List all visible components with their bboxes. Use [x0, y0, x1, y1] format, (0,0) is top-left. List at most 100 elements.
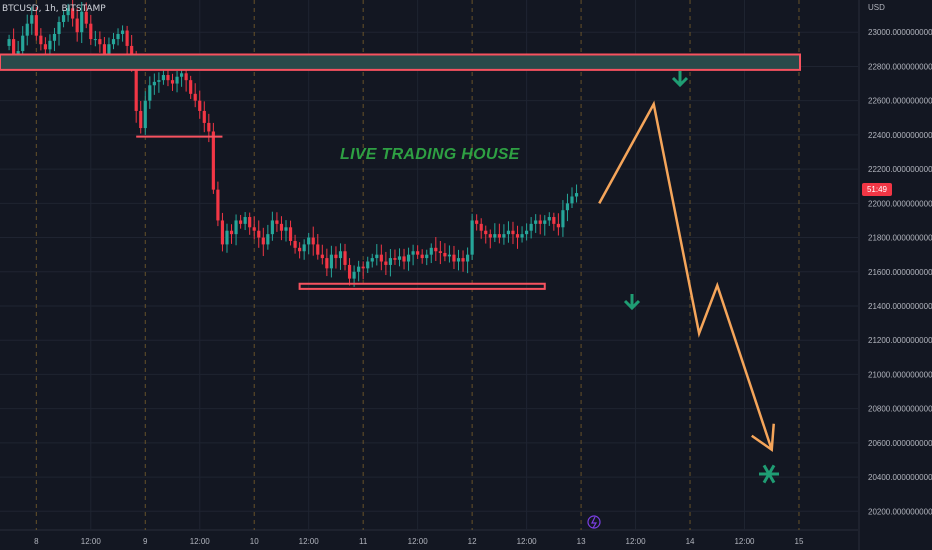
candle-body	[43, 44, 47, 50]
candle-body	[166, 75, 170, 81]
candle-body	[484, 230, 488, 235]
x-tick-label[interactable]: 12:00	[626, 537, 647, 546]
x-tick-label[interactable]: 12:00	[190, 537, 211, 546]
candle-body	[225, 230, 229, 245]
candle-body	[7, 39, 11, 46]
candle-body	[429, 247, 433, 255]
candle-body	[561, 210, 565, 228]
candle-body	[493, 234, 497, 238]
asterisk-stroke	[762, 464, 776, 484]
x-tick-label[interactable]: 12:00	[299, 537, 320, 546]
candle-body	[520, 234, 524, 238]
x-tick-label[interactable]: 8	[34, 537, 39, 546]
candle-body	[84, 11, 88, 24]
candle-body	[57, 21, 61, 34]
candle-body	[388, 258, 393, 265]
candle-body	[416, 251, 420, 255]
candle-body	[465, 254, 470, 262]
lightning-icon[interactable]	[587, 515, 601, 529]
x-axis-ticks[interactable]: 8 12:00 9 12:00 10 12:00 11 12:00 12 12:00 13 12:00…	[34, 537, 804, 546]
candle-body	[302, 244, 306, 252]
x-tick-label[interactable]: 12:00	[81, 537, 102, 546]
candle-body	[116, 33, 120, 40]
x-tick-label[interactable]: 12:00	[734, 537, 755, 546]
x-tick-label[interactable]: 11	[359, 537, 368, 546]
x-tick-label[interactable]: 13	[577, 537, 586, 546]
symbol-label[interactable]: BTCUSD, 1h, BITSTAMP	[2, 4, 106, 14]
candle-body	[61, 15, 66, 22]
candle-body	[30, 15, 34, 24]
lightning-circle	[587, 515, 601, 529]
candle-body	[470, 220, 474, 255]
candle-body	[80, 11, 84, 33]
candle-body	[211, 131, 215, 190]
candle-body	[298, 247, 302, 252]
y-tick-label[interactable]: 23000.000000000	[868, 28, 932, 37]
x-tick-label[interactable]: 12:00	[408, 537, 429, 546]
candle-body	[71, 8, 75, 19]
y-tick-label[interactable]: 22000.000000000	[868, 199, 932, 208]
y-tick-label[interactable]: 21000.000000000	[868, 370, 932, 379]
candle-body	[434, 247, 438, 252]
candle-body	[284, 227, 288, 231]
y-tick-label[interactable]: 20200.000000000	[868, 507, 932, 516]
candle-body	[216, 189, 220, 221]
y-tick-label[interactable]: 20600.000000000	[868, 439, 932, 448]
candle-body	[111, 39, 116, 45]
candle-body	[543, 220, 547, 224]
y-tick-label[interactable]: 22400.000000000	[868, 131, 932, 140]
x-tick-label[interactable]: 9	[143, 537, 148, 546]
candle-body	[52, 33, 57, 41]
forecast-path[interactable]	[598, 100, 775, 452]
forecast-arrowhead	[751, 423, 775, 452]
candle-body	[175, 76, 179, 84]
support-zone[interactable]	[298, 282, 546, 290]
candle-body	[320, 254, 324, 259]
candle-body	[152, 81, 156, 86]
chevron-down-icon	[623, 294, 641, 311]
candle-body	[266, 234, 270, 245]
y-tick-label[interactable]: 20400.000000000	[868, 473, 932, 482]
x-tick-label[interactable]: 14	[686, 537, 695, 546]
resistance-zone[interactable]	[0, 53, 801, 71]
candle-body	[316, 244, 320, 255]
support-resistance-levels[interactable]	[0, 53, 801, 290]
candle-body	[570, 196, 574, 204]
x-tick-label[interactable]: 10	[250, 537, 259, 546]
candle-body	[21, 35, 25, 52]
y-tick-label[interactable]: 21400.000000000	[868, 302, 932, 311]
y-tick-label[interactable]: 21800.000000000	[868, 234, 932, 243]
candle-body	[189, 80, 193, 94]
candle-body	[288, 227, 293, 241]
x-tick-label[interactable]: 12:00	[517, 537, 538, 546]
candle-body	[488, 234, 492, 238]
candle-body	[352, 271, 356, 279]
candle-body	[279, 223, 284, 231]
x-tick-label[interactable]: 15	[795, 537, 804, 546]
candle-body	[547, 217, 551, 221]
candle-body	[220, 220, 225, 245]
forecast-polyline[interactable]	[598, 100, 773, 451]
candle-body	[275, 220, 279, 224]
candle-body	[248, 217, 252, 228]
candle-body	[252, 227, 256, 231]
y-tick-label[interactable]: 20800.000000000	[868, 405, 932, 414]
candle-body	[179, 73, 184, 77]
candle-body	[384, 261, 388, 265]
y-tick-label[interactable]: 21200.000000000	[868, 336, 932, 345]
annotation-arrows	[587, 71, 779, 529]
x-tick-label[interactable]: 12	[468, 537, 477, 546]
candle-body	[538, 220, 542, 224]
y-tick-label[interactable]: 21600.000000000	[868, 268, 932, 277]
y-tick-label[interactable]: 22800.000000000	[868, 62, 932, 71]
y-tick-label[interactable]: 22600.000000000	[868, 97, 932, 106]
y-tick-label[interactable]: 22200.000000000	[868, 165, 932, 174]
candle-body	[261, 237, 265, 245]
candle-body	[143, 100, 147, 129]
candle-body	[370, 258, 374, 262]
candle-body	[452, 254, 456, 262]
y-axis-ticks[interactable]: 23000.000000000 22800.000000000 22600.0000…	[868, 28, 932, 516]
candle-body	[497, 234, 501, 238]
candle-body	[120, 30, 125, 34]
